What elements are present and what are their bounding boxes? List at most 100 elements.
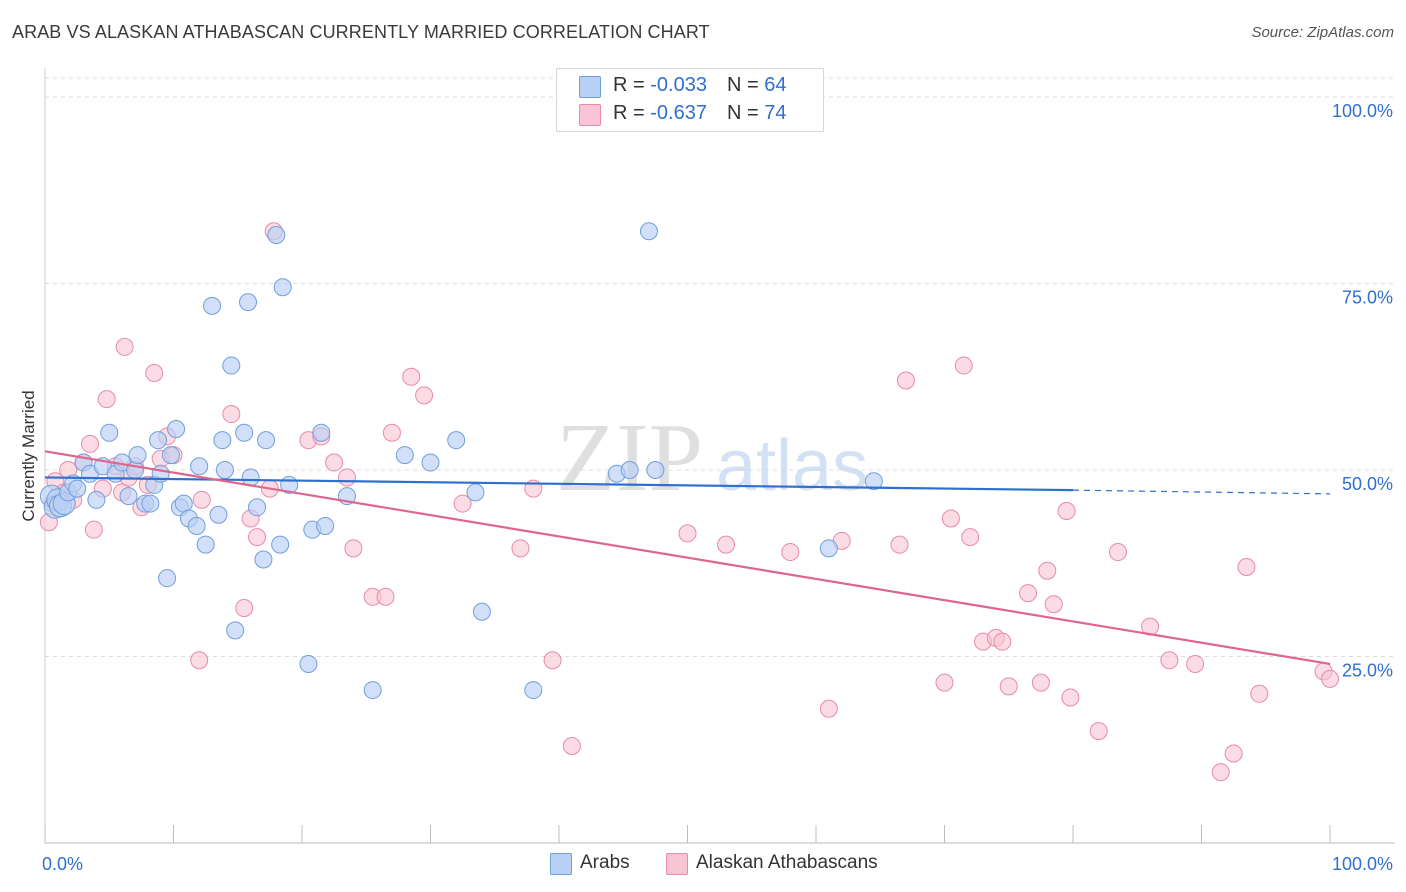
y-tick-label: 50.0% <box>1342 474 1393 494</box>
athabascan-point <box>1038 561 1057 580</box>
correlation-legend: R = -0.033 N = 64 R = -0.637 N = 74 <box>556 68 824 132</box>
arab-point <box>639 222 658 241</box>
athabascan-point <box>115 337 134 356</box>
n-label: N = <box>726 74 765 96</box>
arab-point <box>190 457 209 476</box>
athabascan-point <box>941 509 960 528</box>
athabascan-point <box>562 737 581 756</box>
athabascan-point <box>190 651 209 670</box>
arab-point <box>149 431 168 450</box>
arab-point <box>447 431 466 450</box>
athabascan-point <box>1031 673 1050 692</box>
y-tick-label: 25.0% <box>1342 661 1393 681</box>
arab-point <box>395 446 414 465</box>
arabs-label: Arabs <box>580 852 630 873</box>
legend-arabs-text: R = -0.033 N = 64 <box>613 74 786 97</box>
arab-point <box>158 569 177 588</box>
athabascan-point <box>890 535 909 554</box>
athabascans-trend-line <box>44 450 1331 666</box>
athabascan-point <box>235 599 254 618</box>
legend-athabascans-text: R = -0.637 N = 74 <box>613 102 786 125</box>
athabascan-point <box>1108 543 1127 562</box>
athabascan-point <box>717 535 736 554</box>
arab-point <box>273 278 292 297</box>
athabascan-point <box>1224 744 1243 763</box>
arab-point <box>299 654 318 673</box>
arab-point <box>187 516 206 535</box>
arab-point <box>248 498 267 517</box>
y-tick-label: 75.0% <box>1342 288 1393 308</box>
n-value: 74 <box>764 102 787 124</box>
n-value: 64 <box>764 74 787 96</box>
athabascan-point <box>145 364 164 383</box>
athabascan-point <box>1237 557 1256 576</box>
athabascan-point <box>678 524 697 543</box>
athabascan-point <box>1160 651 1179 670</box>
n-label: N = <box>726 102 765 124</box>
arab-point <box>312 423 331 442</box>
chart-title: ARAB VS ALASKAN ATHABASCAN CURRENTLY MAR… <box>12 22 710 42</box>
y-axis-label: Currently Married <box>19 390 38 521</box>
athabascan-point <box>896 371 915 390</box>
athabascan-point <box>222 405 241 424</box>
athabascan-point <box>543 651 562 670</box>
x-tick-label: 100.0% <box>1332 854 1393 874</box>
athabascan-point <box>511 539 530 558</box>
arab-point <box>87 490 106 509</box>
y-tick-labels: 25.0% 50.0% 75.0% 100.0% <box>1332 101 1393 681</box>
athabascan-point <box>84 520 103 539</box>
x-tick-label: 0.0% <box>42 854 83 874</box>
y-tick-label: 100.0% <box>1332 101 1393 121</box>
athabascan-point <box>1089 722 1108 741</box>
athabascan-point <box>1061 688 1080 707</box>
athabascan-point <box>415 386 434 405</box>
athabascan-point <box>1044 595 1063 614</box>
arab-point <box>819 539 838 558</box>
athabascan-point <box>1186 654 1205 673</box>
arab-point <box>316 516 335 535</box>
x-tick-labels: 0.0% 100.0% <box>42 854 1393 874</box>
arab-point <box>167 419 186 438</box>
watermark: ZIP atlas <box>556 404 868 512</box>
arab-point <box>128 446 147 465</box>
athabascan-point <box>819 699 838 718</box>
arab-point <box>141 494 160 513</box>
athabascan-point <box>382 423 401 442</box>
athabascan-point <box>453 494 472 513</box>
athabascan-point <box>999 677 1018 696</box>
athabascan-point <box>954 356 973 375</box>
arab-point <box>174 494 193 513</box>
arabs-swatch <box>579 76 601 98</box>
arab-point <box>239 293 258 312</box>
arab-point <box>161 446 180 465</box>
axes <box>44 68 1395 844</box>
r-label: R = <box>613 102 651 124</box>
athabascans-swatch <box>579 104 601 126</box>
arab-point <box>646 461 665 479</box>
arab-point <box>209 505 228 524</box>
series-arabs <box>39 222 883 700</box>
athabascan-point <box>993 632 1012 651</box>
athabascan-point <box>935 673 954 692</box>
arab-point <box>68 479 87 498</box>
r-label: R = <box>613 74 651 96</box>
athabascan-point <box>192 490 211 509</box>
athabascan-point <box>248 528 267 547</box>
arab-point <box>215 461 234 479</box>
athabascan-point <box>97 390 116 409</box>
arab-point <box>196 535 215 554</box>
arab-point <box>864 472 883 491</box>
athabascan-point <box>1057 502 1076 521</box>
athabascan-point <box>1250 684 1269 703</box>
arab-point <box>257 431 276 450</box>
arab-point <box>119 487 138 506</box>
arab-point <box>267 226 286 245</box>
arab-point <box>213 431 232 450</box>
arab-point <box>235 423 254 442</box>
athabascans-swatch <box>666 853 688 875</box>
arab-point <box>222 356 241 375</box>
arab-point <box>125 461 144 479</box>
athabascan-point <box>325 453 344 472</box>
athabascan-point <box>1019 584 1038 603</box>
